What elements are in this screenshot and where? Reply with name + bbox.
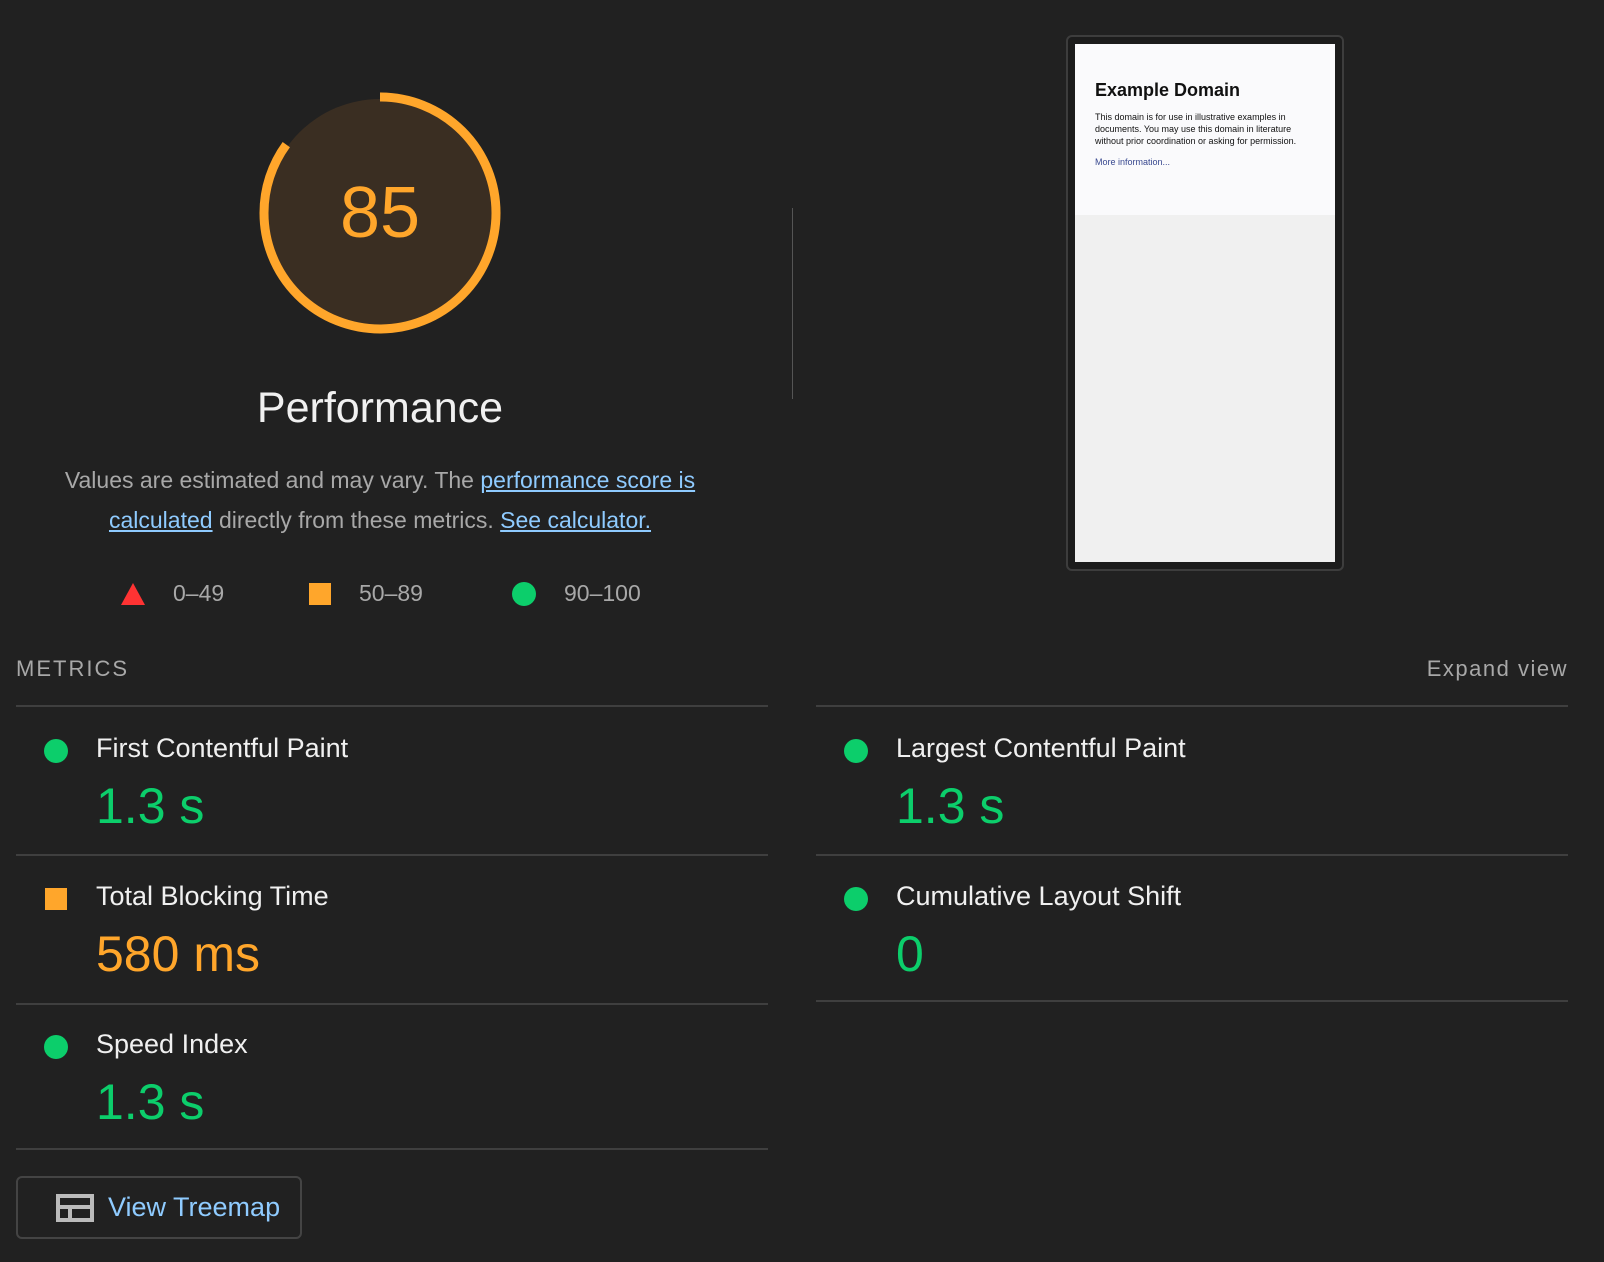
divider [816, 705, 1568, 707]
divider [16, 854, 768, 856]
metric-lcp: Largest Contentful Paint 1.3 s [816, 707, 1568, 855]
legend-label: 90–100 [564, 580, 641, 606]
metric-value: 1.3 s [96, 778, 205, 834]
expand-view-toggle[interactable]: Expand view [1426, 656, 1568, 681]
legend-pass: 90–100 [512, 580, 641, 607]
treemap-icon [56, 1193, 94, 1222]
square-icon [45, 888, 67, 910]
metric-value: 1.3 s [96, 1074, 205, 1130]
metric-speed-index: Speed Index 1.3 s [16, 1003, 768, 1151]
circle-icon [44, 739, 68, 763]
divider [816, 1000, 1568, 1002]
category-title: Performance [256, 384, 504, 432]
metric-name: First Contentful Paint [96, 733, 349, 763]
screenshot-title: Example Domain [1095, 80, 1241, 100]
desc-text: Values are estimated and may vary. The [64, 467, 481, 493]
legend-label: 50–89 [359, 580, 423, 606]
metric-value: 1.3 s [896, 778, 1005, 834]
desc-text-2: directly from these metrics. [212, 507, 501, 533]
screenshot-link: More information... [1095, 157, 1171, 167]
legend-average: 50–89 [309, 580, 423, 607]
view-treemap-button[interactable]: View Treemap [16, 1176, 302, 1239]
circle-icon [44, 1035, 68, 1059]
metric-fcp: First Contentful Paint 1.3 s [16, 707, 768, 855]
circle-icon [844, 887, 868, 911]
metric-name: Cumulative Layout Shift [896, 881, 1182, 911]
see-calculator-link[interactable]: See calculator. [500, 507, 652, 533]
metric-tbt: Total Blocking Time 580 ms [16, 855, 768, 1003]
metric-name: Total Blocking Time [96, 881, 329, 911]
legend-label: 0–49 [173, 580, 225, 606]
final-screenshot[interactable]: Example Domain This domain is for use in… [1066, 35, 1344, 571]
score-calculated-link[interactable]: performance score is calculated [108, 467, 696, 533]
divider [16, 1003, 768, 1005]
screenshot-body: This domain is for use in illustrative e… [1095, 112, 1297, 146]
divider [816, 854, 1568, 856]
divider [16, 1148, 768, 1150]
score-value: 85 [339, 173, 421, 253]
metric-cls: Cumulative Layout Shift 0 [816, 855, 1568, 1003]
square-icon [309, 582, 331, 605]
metric-value: 0 [896, 926, 924, 982]
vertical-divider [792, 208, 793, 399]
metrics-header: METRICS [16, 656, 129, 681]
legend-fail: 0–49 [121, 580, 224, 607]
score-arc [259, 92, 501, 334]
metric-value: 580 ms [96, 926, 260, 982]
score-description: Values are estimated and may vary. The p… [20, 460, 740, 540]
circle-icon [844, 739, 868, 763]
circle-icon [512, 581, 536, 606]
triangle-icon [121, 582, 145, 605]
score-gauge [259, 92, 501, 334]
metric-name: Speed Index [96, 1029, 248, 1059]
metric-name: Largest Contentful Paint [896, 733, 1186, 763]
treemap-label: View Treemap [108, 1192, 281, 1222]
divider [16, 705, 768, 707]
